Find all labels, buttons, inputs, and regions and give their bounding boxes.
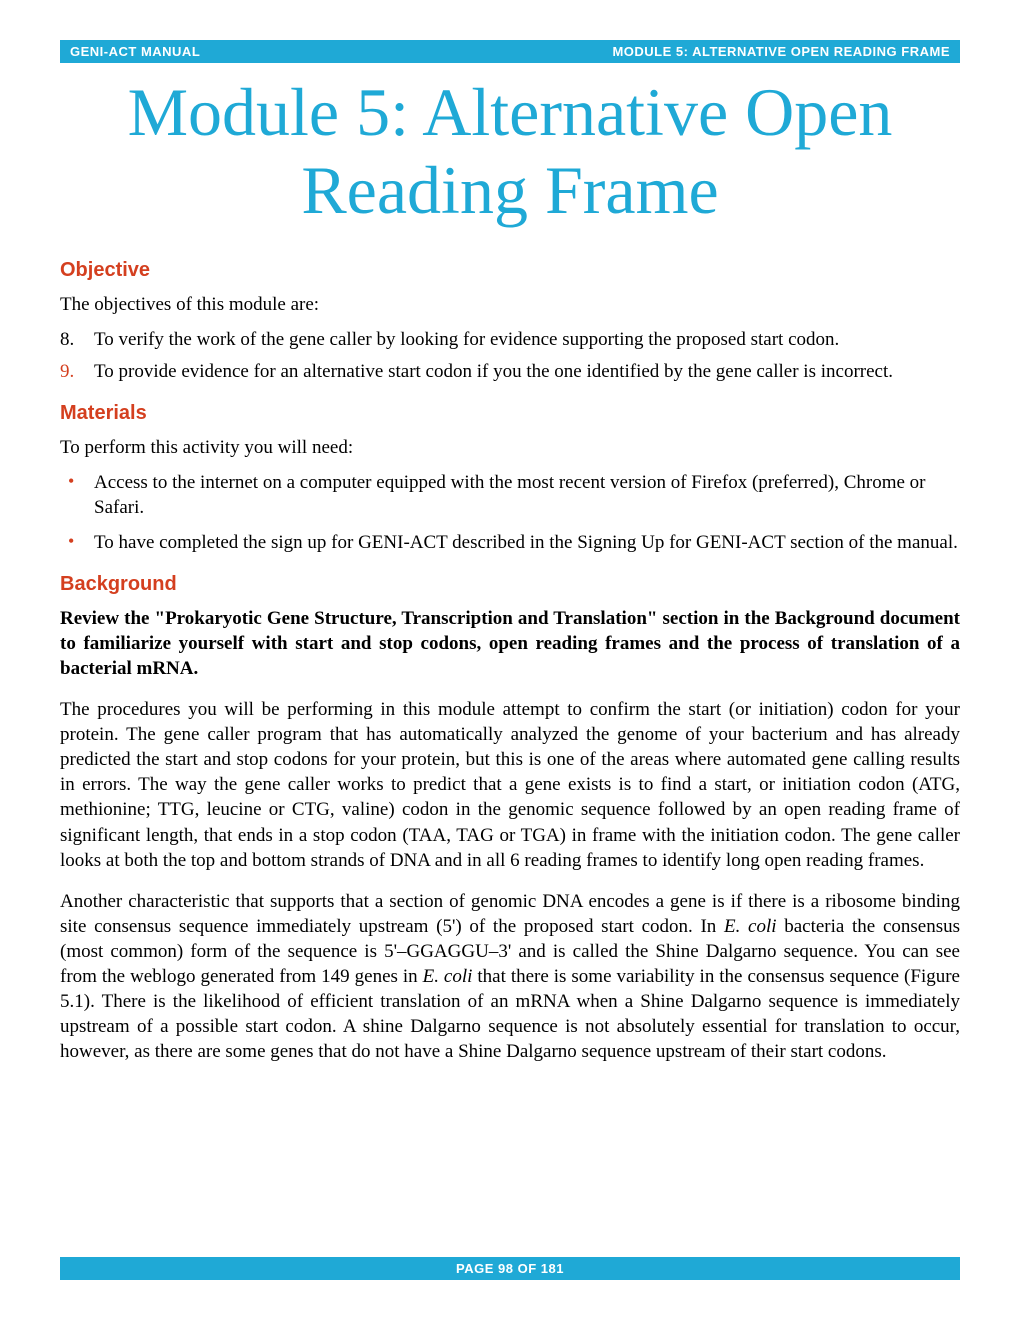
materials-intro: To perform this activity you will need: bbox=[60, 435, 960, 460]
header-left: GENI-ACT MANUAL bbox=[70, 44, 200, 59]
background-p2: Another characteristic that supports tha… bbox=[60, 889, 960, 1065]
footer-bar: PAGE 98 OF 181 bbox=[60, 1257, 960, 1280]
list-item: 8. To verify the work of the gene caller… bbox=[60, 327, 960, 352]
section-heading-objective: Objective bbox=[60, 259, 960, 282]
section-heading-background: Background bbox=[60, 573, 960, 596]
page-title: Module 5: Alternative Open Reading Frame bbox=[60, 73, 960, 229]
section-heading-materials: Materials bbox=[60, 402, 960, 425]
list-text: To provide evidence for an alternative s… bbox=[94, 359, 893, 384]
header-bar: GENI-ACT MANUAL MODULE 5: ALTERNATIVE OP… bbox=[60, 40, 960, 63]
list-text: Access to the internet on a computer equ… bbox=[94, 470, 960, 520]
background-bold-intro: Review the "Prokaryotic Gene Structure, … bbox=[60, 606, 960, 681]
objective-intro: The objectives of this module are: bbox=[60, 292, 960, 317]
list-item: • To have completed the sign up for GENI… bbox=[60, 530, 960, 555]
list-text: To verify the work of the gene caller by… bbox=[94, 327, 839, 352]
list-marker: 8. bbox=[60, 327, 94, 352]
list-marker: 9. bbox=[60, 359, 94, 384]
bullet-icon: • bbox=[68, 470, 94, 520]
list-text: To have completed the sign up for GENI-A… bbox=[94, 530, 958, 555]
p2-ecoli2: E. coli bbox=[423, 966, 473, 987]
p2-ecoli1: E. coli bbox=[724, 916, 777, 937]
header-right: MODULE 5: ALTERNATIVE OPEN READING FRAME bbox=[612, 44, 950, 59]
background-p1: The procedures you will be performing in… bbox=[60, 697, 960, 873]
materials-list: • Access to the internet on a computer e… bbox=[60, 470, 960, 555]
list-item: 9. To provide evidence for an alternativ… bbox=[60, 359, 960, 384]
list-item: • Access to the internet on a computer e… bbox=[60, 470, 960, 520]
bullet-icon: • bbox=[68, 530, 94, 555]
objective-list: 8. To verify the work of the gene caller… bbox=[60, 327, 960, 383]
